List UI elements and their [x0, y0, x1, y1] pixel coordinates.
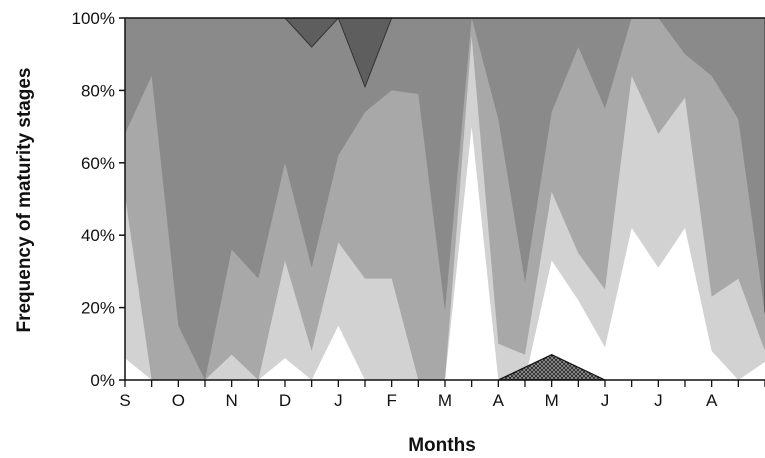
y-axis-ticks: 0% 20% 40% 60% 80% 100%	[72, 9, 125, 390]
y-tick-label: 40%	[81, 226, 115, 245]
y-tick-label: 80%	[81, 81, 115, 100]
y-tick-label: 60%	[81, 154, 115, 173]
x-tick-label: A	[706, 391, 718, 410]
x-tick-label: J	[654, 391, 663, 410]
stage-area-1	[125, 126, 765, 380]
x-tick-label: F	[386, 391, 396, 410]
x-tick-label: J	[334, 391, 343, 410]
x-tick-label: D	[279, 391, 291, 410]
y-axis-title: Frequency of maturity stages	[14, 67, 35, 332]
x-tick-label: M	[545, 391, 559, 410]
y-tick-label: 0%	[90, 371, 115, 390]
x-tick-label: S	[119, 391, 130, 410]
x-axis-title: Months	[408, 435, 476, 456]
y-tick-label: 20%	[81, 299, 115, 318]
y-tick-label: 100%	[72, 9, 115, 28]
x-tick-label: A	[493, 391, 505, 410]
stacked-areas	[124, 17, 765, 381]
x-tick-label: M	[438, 391, 452, 410]
x-tick-label: N	[226, 391, 238, 410]
stage-area-2	[125, 36, 765, 380]
x-tick-label: O	[172, 391, 185, 410]
x-tick-label: J	[601, 391, 610, 410]
